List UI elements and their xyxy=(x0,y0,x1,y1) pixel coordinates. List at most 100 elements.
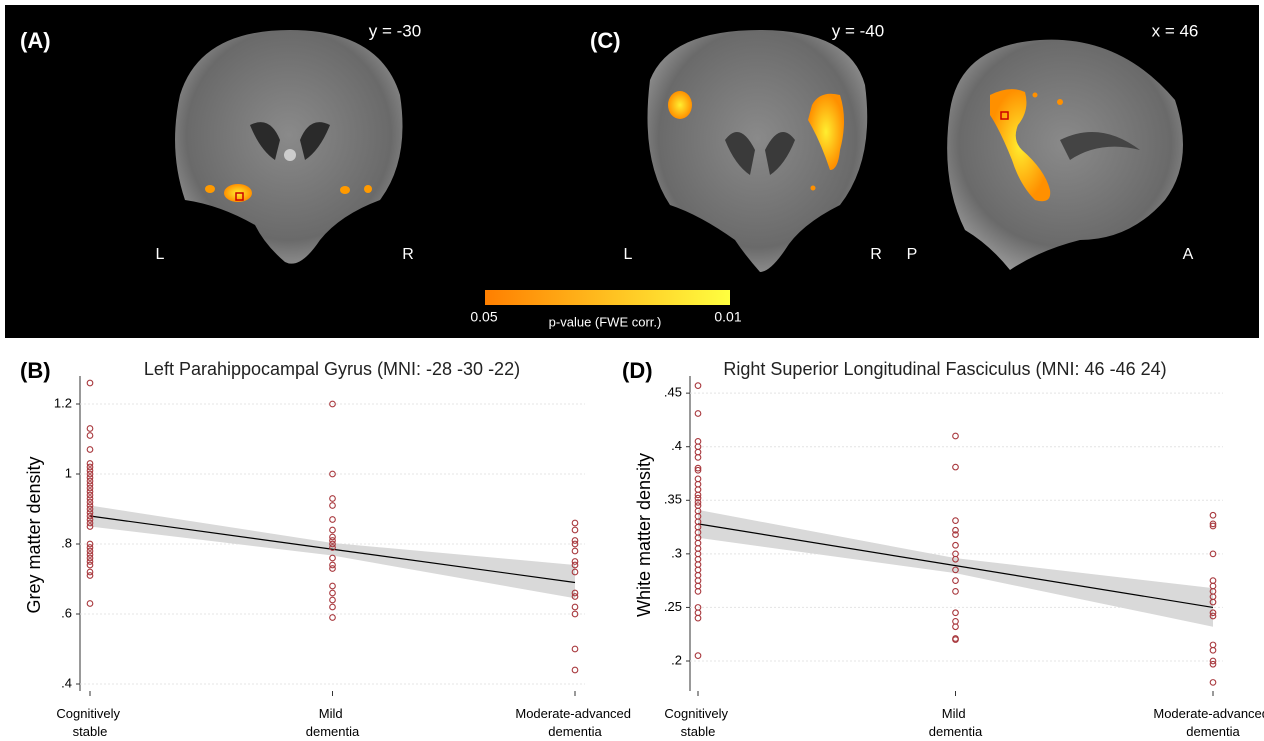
data-point xyxy=(695,578,701,584)
y-tick-label: .2 xyxy=(671,652,682,667)
panel-label: (C) xyxy=(590,28,621,53)
x-tick-label: Moderate-advanced dementia xyxy=(515,706,634,739)
data-point xyxy=(953,433,959,439)
panel-label: (D) xyxy=(622,358,653,383)
data-point xyxy=(695,653,701,659)
data-point xyxy=(1210,642,1216,648)
data-point xyxy=(572,548,578,554)
data-point xyxy=(87,573,93,579)
orientation-label: A xyxy=(1183,246,1194,263)
y-tick-label: 1 xyxy=(65,465,72,480)
chart-title: Right Superior Longitudinal Fasciculus (… xyxy=(723,359,1166,379)
y-axis-label: Grey matter density xyxy=(24,456,44,613)
chart-title: Left Parahippocampal Gyrus (MNI: -28 -30… xyxy=(144,359,520,379)
x-tick-label: Moderate-advanced dementia xyxy=(1153,706,1264,739)
data-point xyxy=(330,615,336,621)
panel-label: (B) xyxy=(20,358,51,383)
data-point xyxy=(695,439,701,445)
data-point xyxy=(330,566,336,572)
y-tick-label: .8 xyxy=(61,535,72,550)
fit-line xyxy=(90,516,575,583)
data-point xyxy=(695,487,701,493)
data-point xyxy=(695,476,701,482)
colorbar-max: 0.01 xyxy=(714,309,741,325)
orientation-label: P xyxy=(907,246,918,263)
y-tick-label: .45 xyxy=(664,385,682,400)
data-point xyxy=(695,449,701,455)
data-point xyxy=(1210,680,1216,686)
colorbar-label: p-value (FWE corr.) xyxy=(549,314,662,329)
data-point xyxy=(953,610,959,616)
y-tick-label: .6 xyxy=(61,605,72,620)
data-point xyxy=(695,411,701,417)
data-point xyxy=(695,556,701,562)
data-point xyxy=(1210,578,1216,584)
data-point xyxy=(695,615,701,621)
y-tick-label: .25 xyxy=(664,599,682,614)
data-point xyxy=(695,546,701,552)
data-point xyxy=(953,589,959,595)
data-point xyxy=(953,624,959,630)
colorbar xyxy=(485,290,730,305)
data-point xyxy=(87,380,93,386)
data-point xyxy=(572,520,578,526)
data-point xyxy=(953,542,959,548)
data-point xyxy=(87,433,93,439)
data-point xyxy=(87,447,93,453)
y-tick-label: .3 xyxy=(671,545,682,560)
data-point xyxy=(330,527,336,533)
data-point xyxy=(87,426,93,432)
data-point xyxy=(1210,583,1216,589)
data-point xyxy=(330,590,336,596)
data-point xyxy=(695,589,701,595)
data-point xyxy=(953,619,959,625)
panel-label: (A) xyxy=(20,28,51,53)
data-point xyxy=(695,610,701,616)
x-tick-label: Cognitively stable xyxy=(664,706,731,739)
data-point xyxy=(695,455,701,461)
x-tick-label: Mild dementia xyxy=(306,706,360,739)
data-point xyxy=(572,667,578,673)
data-point xyxy=(953,518,959,524)
y-axis-label: White matter density xyxy=(634,453,654,617)
data-point xyxy=(695,572,701,578)
slice-label: y = -40 xyxy=(832,21,884,40)
data-point xyxy=(330,555,336,561)
data-point xyxy=(330,517,336,523)
data-point xyxy=(695,567,701,573)
data-point xyxy=(330,604,336,610)
data-point xyxy=(572,646,578,652)
data-point xyxy=(330,503,336,509)
fit-line xyxy=(698,524,1213,608)
y-tick-label: 1.2 xyxy=(54,395,72,410)
confidence-band xyxy=(90,506,575,599)
data-point xyxy=(695,383,701,389)
data-point xyxy=(695,540,701,546)
x-tick-label: Mild dementia xyxy=(929,706,983,739)
data-point xyxy=(330,597,336,603)
figure: (A) (C) y = -30 y = -40 x = 46 L R L R P… xyxy=(0,0,1264,741)
data-point xyxy=(572,527,578,533)
data-point xyxy=(695,481,701,487)
data-point xyxy=(953,578,959,584)
x-tick-label: Cognitively stable xyxy=(56,706,123,739)
data-point xyxy=(330,496,336,502)
orientation-label: R xyxy=(402,246,414,263)
data-point xyxy=(87,601,93,607)
data-point xyxy=(1210,647,1216,653)
data-point xyxy=(572,604,578,610)
data-point xyxy=(87,562,93,568)
y-tick-label: .4 xyxy=(61,675,72,690)
data-point xyxy=(695,583,701,589)
colorbar-min: 0.05 xyxy=(470,309,497,325)
data-point xyxy=(1210,512,1216,518)
slice-label: x = 46 xyxy=(1152,21,1199,40)
orientation-label: L xyxy=(624,246,633,263)
slice-label: y = -30 xyxy=(369,21,421,40)
y-tick-label: .35 xyxy=(664,492,682,507)
data-point xyxy=(695,562,701,568)
data-point xyxy=(953,464,959,470)
data-point xyxy=(330,583,336,589)
orientation-label: L xyxy=(156,246,165,263)
orientation-label: R xyxy=(870,246,882,263)
